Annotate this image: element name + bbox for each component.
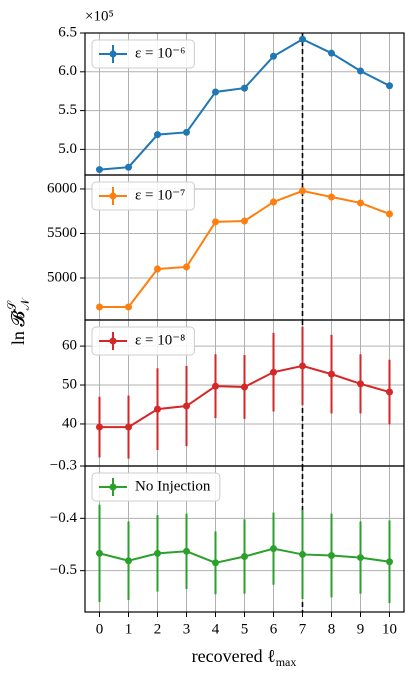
data-point bbox=[299, 35, 306, 43]
x-label-sub: max bbox=[276, 655, 297, 669]
y-tick-label: 5500 bbox=[47, 225, 77, 241]
data-point bbox=[183, 128, 190, 136]
legend: ε = 10⁻⁸ bbox=[91, 326, 195, 356]
x-tick-label: 9 bbox=[357, 621, 365, 637]
data-point bbox=[328, 551, 335, 559]
legend-box bbox=[91, 472, 221, 502]
data-point bbox=[328, 49, 335, 57]
data-point bbox=[212, 559, 219, 567]
data-point bbox=[241, 84, 248, 92]
x-tick-label: 0 bbox=[96, 621, 104, 637]
legend-label: ε = 10⁻⁶ bbox=[135, 45, 185, 61]
y-tick-label: 5.5 bbox=[58, 102, 77, 118]
data-point bbox=[299, 550, 306, 558]
x-label-main: recovered ℓ bbox=[192, 646, 276, 666]
data-point bbox=[183, 263, 190, 271]
data-point bbox=[212, 88, 219, 96]
data-point bbox=[154, 265, 161, 273]
y-tick-label: 6.5 bbox=[58, 24, 77, 40]
data-point bbox=[212, 382, 219, 390]
data-point bbox=[328, 193, 335, 201]
data-point bbox=[125, 303, 132, 311]
data-point bbox=[357, 380, 364, 388]
data-point bbox=[270, 52, 277, 60]
data-point bbox=[96, 303, 103, 311]
data-point bbox=[125, 163, 132, 171]
y-tick-label: 5.0 bbox=[58, 141, 77, 157]
legend: ε = 10⁻⁷ bbox=[91, 181, 195, 211]
legend: No Injection bbox=[91, 472, 221, 502]
data-point bbox=[386, 82, 393, 90]
y-label-sup: 𝒮 bbox=[5, 300, 19, 311]
data-point bbox=[386, 210, 393, 218]
data-point bbox=[183, 547, 190, 555]
data-point bbox=[96, 423, 103, 431]
legend-marker bbox=[109, 192, 117, 200]
y-tick-label: 6000 bbox=[47, 180, 77, 196]
data-point bbox=[154, 131, 161, 139]
legend-label: ε = 10⁻⁸ bbox=[135, 332, 185, 348]
data-point bbox=[386, 388, 393, 396]
legend-box bbox=[91, 181, 195, 211]
data-point bbox=[154, 405, 161, 413]
legend: ε = 10⁻⁶ bbox=[91, 39, 195, 69]
data-point bbox=[241, 553, 248, 561]
y-tick-label: 6.0 bbox=[58, 63, 77, 79]
y-tick-label: −0.5 bbox=[50, 562, 77, 578]
y-label-sub: 𝒩 bbox=[18, 296, 32, 310]
y-tick-label: 5000 bbox=[47, 269, 77, 285]
x-tick-label: 1 bbox=[125, 621, 133, 637]
y-tick-label: 60 bbox=[62, 338, 77, 354]
x-tick-label: 8 bbox=[328, 621, 336, 637]
x-tick-label: 7 bbox=[299, 621, 307, 637]
legend-box bbox=[91, 326, 195, 356]
data-point bbox=[357, 554, 364, 562]
data-point bbox=[96, 166, 103, 174]
offset-label: ×10⁵ bbox=[85, 8, 114, 24]
data-point bbox=[183, 402, 190, 410]
y-axis-label: ln 𝓑𝒮𝒩 bbox=[5, 296, 32, 345]
x-tick-label: 10 bbox=[382, 621, 397, 637]
data-point bbox=[357, 67, 364, 75]
data-point bbox=[299, 362, 306, 370]
legend-label: ε = 10⁻⁷ bbox=[135, 187, 185, 203]
legend-box bbox=[91, 39, 195, 69]
data-point bbox=[270, 368, 277, 376]
data-point bbox=[299, 187, 306, 195]
x-tick-label: 3 bbox=[183, 621, 191, 637]
y-tick-label: 50 bbox=[62, 376, 77, 392]
x-tick-label: 4 bbox=[212, 621, 220, 637]
y-tick-label: 40 bbox=[62, 415, 77, 431]
legend-marker bbox=[109, 483, 117, 491]
data-point bbox=[125, 557, 132, 565]
legend-label: No Injection bbox=[135, 478, 211, 494]
data-point bbox=[212, 218, 219, 226]
data-point bbox=[241, 217, 248, 225]
data-point bbox=[96, 549, 103, 557]
legend-marker bbox=[109, 337, 117, 345]
x-axis-label: recovered ℓmax bbox=[192, 646, 297, 669]
x-tick-label: 5 bbox=[241, 621, 249, 637]
data-point bbox=[154, 549, 161, 557]
legend-marker bbox=[109, 50, 117, 58]
data-point bbox=[357, 199, 364, 207]
data-point bbox=[125, 423, 132, 431]
data-point bbox=[241, 383, 248, 391]
y-tick-label: −0.4 bbox=[50, 510, 78, 526]
y-label-main: ln 𝓑 bbox=[8, 310, 28, 346]
data-point bbox=[270, 545, 277, 553]
data-point bbox=[270, 198, 277, 206]
x-tick-label: 2 bbox=[154, 621, 162, 637]
x-tick-label: 6 bbox=[270, 621, 278, 637]
data-point bbox=[386, 558, 393, 566]
data-point bbox=[328, 370, 335, 378]
y-tick-label: −0.3 bbox=[50, 457, 77, 473]
